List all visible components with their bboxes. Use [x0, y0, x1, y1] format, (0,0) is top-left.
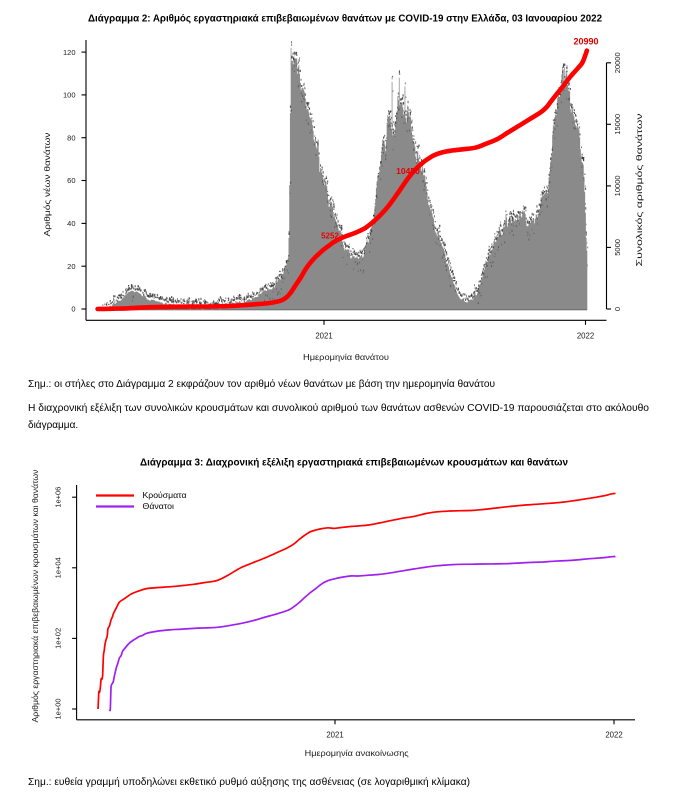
svg-text:Σημ.: οι στήλες στο Διάγραμμα: Σημ.: οι στήλες στο Διάγραμμα 2 εκφράζου… [28, 378, 495, 390]
svg-text:20000: 20000 [613, 52, 622, 73]
svg-text:Διάγραμμα 2: Αριθμός εργαστηρι: Διάγραμμα 2: Αριθμός εργαστηριακά επιβεβ… [88, 14, 602, 25]
svg-text:100: 100 [63, 91, 76, 100]
svg-text:5000: 5000 [613, 239, 622, 256]
svg-text:2021: 2021 [315, 332, 332, 341]
svg-text:40: 40 [67, 219, 75, 228]
svg-text:Κρούσματα: Κρούσματα [143, 490, 187, 500]
svg-text:10450: 10450 [396, 166, 420, 176]
svg-text:20: 20 [67, 262, 75, 271]
svg-text:120: 120 [63, 48, 76, 57]
svg-text:1e+06: 1e+06 [54, 487, 63, 508]
svg-text:Διάγραμμα 3: Διαχρονική εξέλιξ: Διάγραμμα 3: Διαχρονική εξέλιξη εργαστηρ… [140, 458, 568, 469]
svg-text:15000: 15000 [613, 114, 622, 135]
svg-text:Αριθμός εργαστηριακά επιβεβαιω: Αριθμός εργαστηριακά επιβεβαιωμένων κρου… [30, 470, 40, 723]
svg-text:1e+02: 1e+02 [54, 628, 63, 649]
svg-text:2022: 2022 [605, 730, 622, 739]
svg-text:διάγραμμα.: διάγραμμα. [28, 419, 78, 431]
svg-text:Αριθμός νέων θανάτων: Αριθμός νέων θανάτων [42, 133, 52, 237]
svg-text:20990: 20990 [573, 37, 598, 47]
svg-text:60: 60 [67, 176, 75, 185]
svg-text:2022: 2022 [577, 332, 594, 341]
svg-text:Θάνατοι: Θάνατοι [143, 501, 175, 511]
svg-text:1e+00: 1e+00 [54, 698, 63, 719]
svg-text:2021: 2021 [326, 730, 343, 739]
svg-text:0: 0 [71, 305, 75, 314]
svg-text:Η διαχρονική εξέλιξη των συνολ: Η διαχρονική εξέλιξη των συνολικών κρουσ… [28, 402, 649, 414]
svg-text:Ημερομηνία ανακοίνωσης: Ημερομηνία ανακοίνωσης [305, 748, 409, 758]
svg-text:1e+04: 1e+04 [54, 557, 63, 578]
svg-text:5252: 5252 [321, 232, 339, 241]
svg-text:80: 80 [67, 133, 75, 142]
svg-text:Σημ.: ευθεία γραμμή υποδηλώνει: Σημ.: ευθεία γραμμή υποδηλώνει εκθετικό … [28, 776, 470, 788]
svg-text:Ημερομηνία θανάτου: Ημερομηνία θανάτου [303, 352, 389, 362]
svg-text:10000: 10000 [613, 175, 622, 196]
svg-text:Συνολικός αριθμός θανάτων: Συνολικός αριθμός θανάτων [634, 114, 644, 267]
svg-text:0: 0 [613, 307, 622, 311]
